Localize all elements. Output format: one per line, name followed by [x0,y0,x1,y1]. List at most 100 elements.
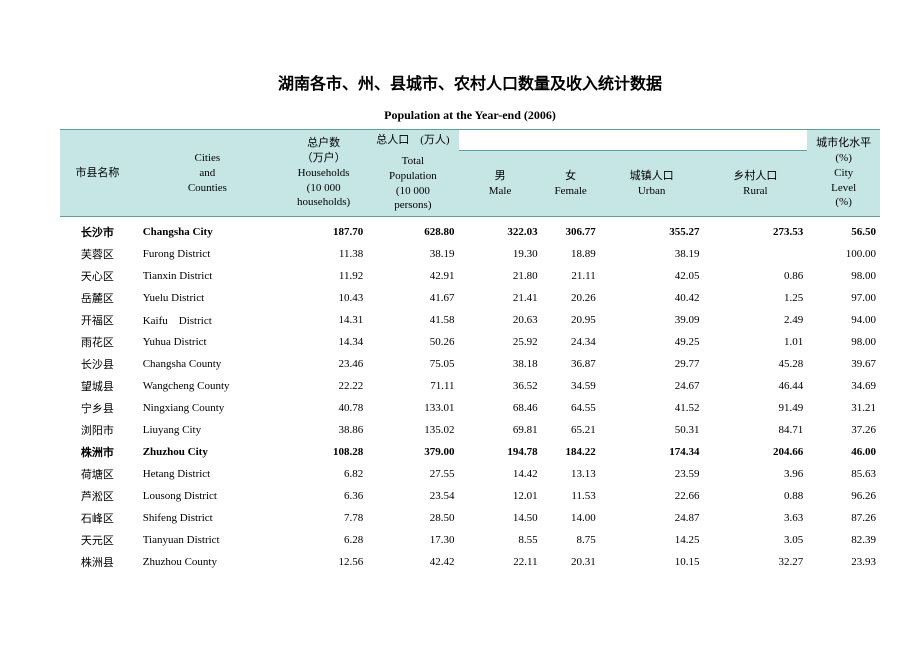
cell-city-pct: 98.00 [807,331,880,353]
cell-female: 36.87 [542,353,600,375]
cell-male: 68.46 [459,397,542,419]
cell-households: 23.46 [280,353,367,375]
col-header-rural: 乡村人口Rural [704,151,808,217]
cell-households: 6.28 [280,529,367,551]
cell-cn-name: 石峰区 [60,507,135,529]
cell-cn-name: 雨花区 [60,331,135,353]
col-header-households: 总户数（万户）Households(10 000households) [280,130,367,217]
cell-total-pop: 71.11 [367,375,458,397]
cell-households: 6.36 [280,485,367,507]
cell-rural: 0.88 [704,485,808,507]
col-header-total-pop-top: 总人口 (万人) [367,130,458,151]
cell-rural: 1.01 [704,331,808,353]
cell-male: 25.92 [459,331,542,353]
cell-total-pop: 28.50 [367,507,458,529]
cell-total-pop: 75.05 [367,353,458,375]
cell-households: 108.28 [280,441,367,463]
cell-city-pct: 100.00 [807,243,880,265]
cell-urban: 24.67 [600,375,704,397]
cell-city-pct: 98.00 [807,265,880,287]
col-header-female: 女Female [542,151,600,217]
cell-cn-name: 株洲县 [60,551,135,573]
cell-rural: 3.05 [704,529,808,551]
cell-city-pct: 96.26 [807,485,880,507]
cell-female: 20.95 [542,309,600,331]
cell-households: 10.43 [280,287,367,309]
cell-female: 184.22 [542,441,600,463]
cell-rural: 204.66 [704,441,808,463]
cell-city-pct: 46.00 [807,441,880,463]
cell-total-pop: 379.00 [367,441,458,463]
cell-households: 22.22 [280,375,367,397]
cell-cn-name: 开福区 [60,309,135,331]
cell-households: 38.86 [280,419,367,441]
cell-en-name: Lousong District [135,485,280,507]
cell-city-pct: 56.50 [807,221,880,243]
cell-city-pct: 87.26 [807,507,880,529]
cell-city-pct: 23.93 [807,551,880,573]
cell-urban: 38.19 [600,243,704,265]
cell-total-pop: 27.55 [367,463,458,485]
cell-female: 64.55 [542,397,600,419]
cell-urban: 24.87 [600,507,704,529]
cell-urban: 14.25 [600,529,704,551]
cell-total-pop: 50.26 [367,331,458,353]
cell-cn-name: 荷塘区 [60,463,135,485]
cell-urban: 41.52 [600,397,704,419]
cell-city-pct: 82.39 [807,529,880,551]
cell-male: 14.50 [459,507,542,529]
table-row: 石峰区 Shifeng District 7.78 28.50 14.50 14… [60,507,880,529]
cell-households: 14.34 [280,331,367,353]
cell-en-name: Hetang District [135,463,280,485]
col-header-spacer [459,130,808,151]
table-row: 开福区 Kaifu District 14.31 41.58 20.63 20.… [60,309,880,331]
col-header-total-pop: TotalPopulation(10 000persons) [367,151,458,217]
cell-male: 19.30 [459,243,542,265]
cell-households: 6.82 [280,463,367,485]
table-row: 浏阳市 Liuyang City 38.86 135.02 69.81 65.2… [60,419,880,441]
cell-en-name: Changsha City [135,221,280,243]
table-row: 天心区 Tianxin District 11.92 42.91 21.80 2… [60,265,880,287]
cell-en-name: Wangcheng County [135,375,280,397]
cell-female: 65.21 [542,419,600,441]
cell-cn-name: 宁乡县 [60,397,135,419]
cell-male: 21.41 [459,287,542,309]
cell-urban: 39.09 [600,309,704,331]
cell-total-pop: 135.02 [367,419,458,441]
cell-male: 8.55 [459,529,542,551]
cell-cn-name: 岳麓区 [60,287,135,309]
cell-en-name: Yuelu District [135,287,280,309]
col-header-male: 男Male [459,151,542,217]
cell-urban: 23.59 [600,463,704,485]
table-row: 株洲县 Zhuzhou County 12.56 42.42 22.11 20.… [60,551,880,573]
cell-rural [704,243,808,265]
cell-female: 20.26 [542,287,600,309]
cell-en-name: Ningxiang County [135,397,280,419]
cell-total-pop: 42.91 [367,265,458,287]
cell-total-pop: 133.01 [367,397,458,419]
cell-male: 12.01 [459,485,542,507]
cell-female: 18.89 [542,243,600,265]
cell-rural: 91.49 [704,397,808,419]
cell-cn-name: 长沙市 [60,221,135,243]
cell-rural: 273.53 [704,221,808,243]
cell-female: 306.77 [542,221,600,243]
cell-male: 22.11 [459,551,542,573]
cell-en-name: Tianyuan District [135,529,280,551]
cell-en-name: Liuyang City [135,419,280,441]
cell-cn-name: 芦淞区 [60,485,135,507]
table-row: 宁乡县 Ningxiang County 40.78 133.01 68.46 … [60,397,880,419]
cell-rural: 32.27 [704,551,808,573]
cell-male: 322.03 [459,221,542,243]
cell-urban: 40.42 [600,287,704,309]
table-row: 芙蓉区 Furong District 11.38 38.19 19.30 18… [60,243,880,265]
cell-en-name: Changsha County [135,353,280,375]
cell-cn-name: 望城县 [60,375,135,397]
cell-city-pct: 97.00 [807,287,880,309]
cell-rural: 46.44 [704,375,808,397]
cell-cn-name: 株洲市 [60,441,135,463]
cell-en-name: Zhuzhou County [135,551,280,573]
cell-female: 24.34 [542,331,600,353]
col-header-cn-name: 市县名称 [60,130,135,217]
cell-en-name: Yuhua District [135,331,280,353]
